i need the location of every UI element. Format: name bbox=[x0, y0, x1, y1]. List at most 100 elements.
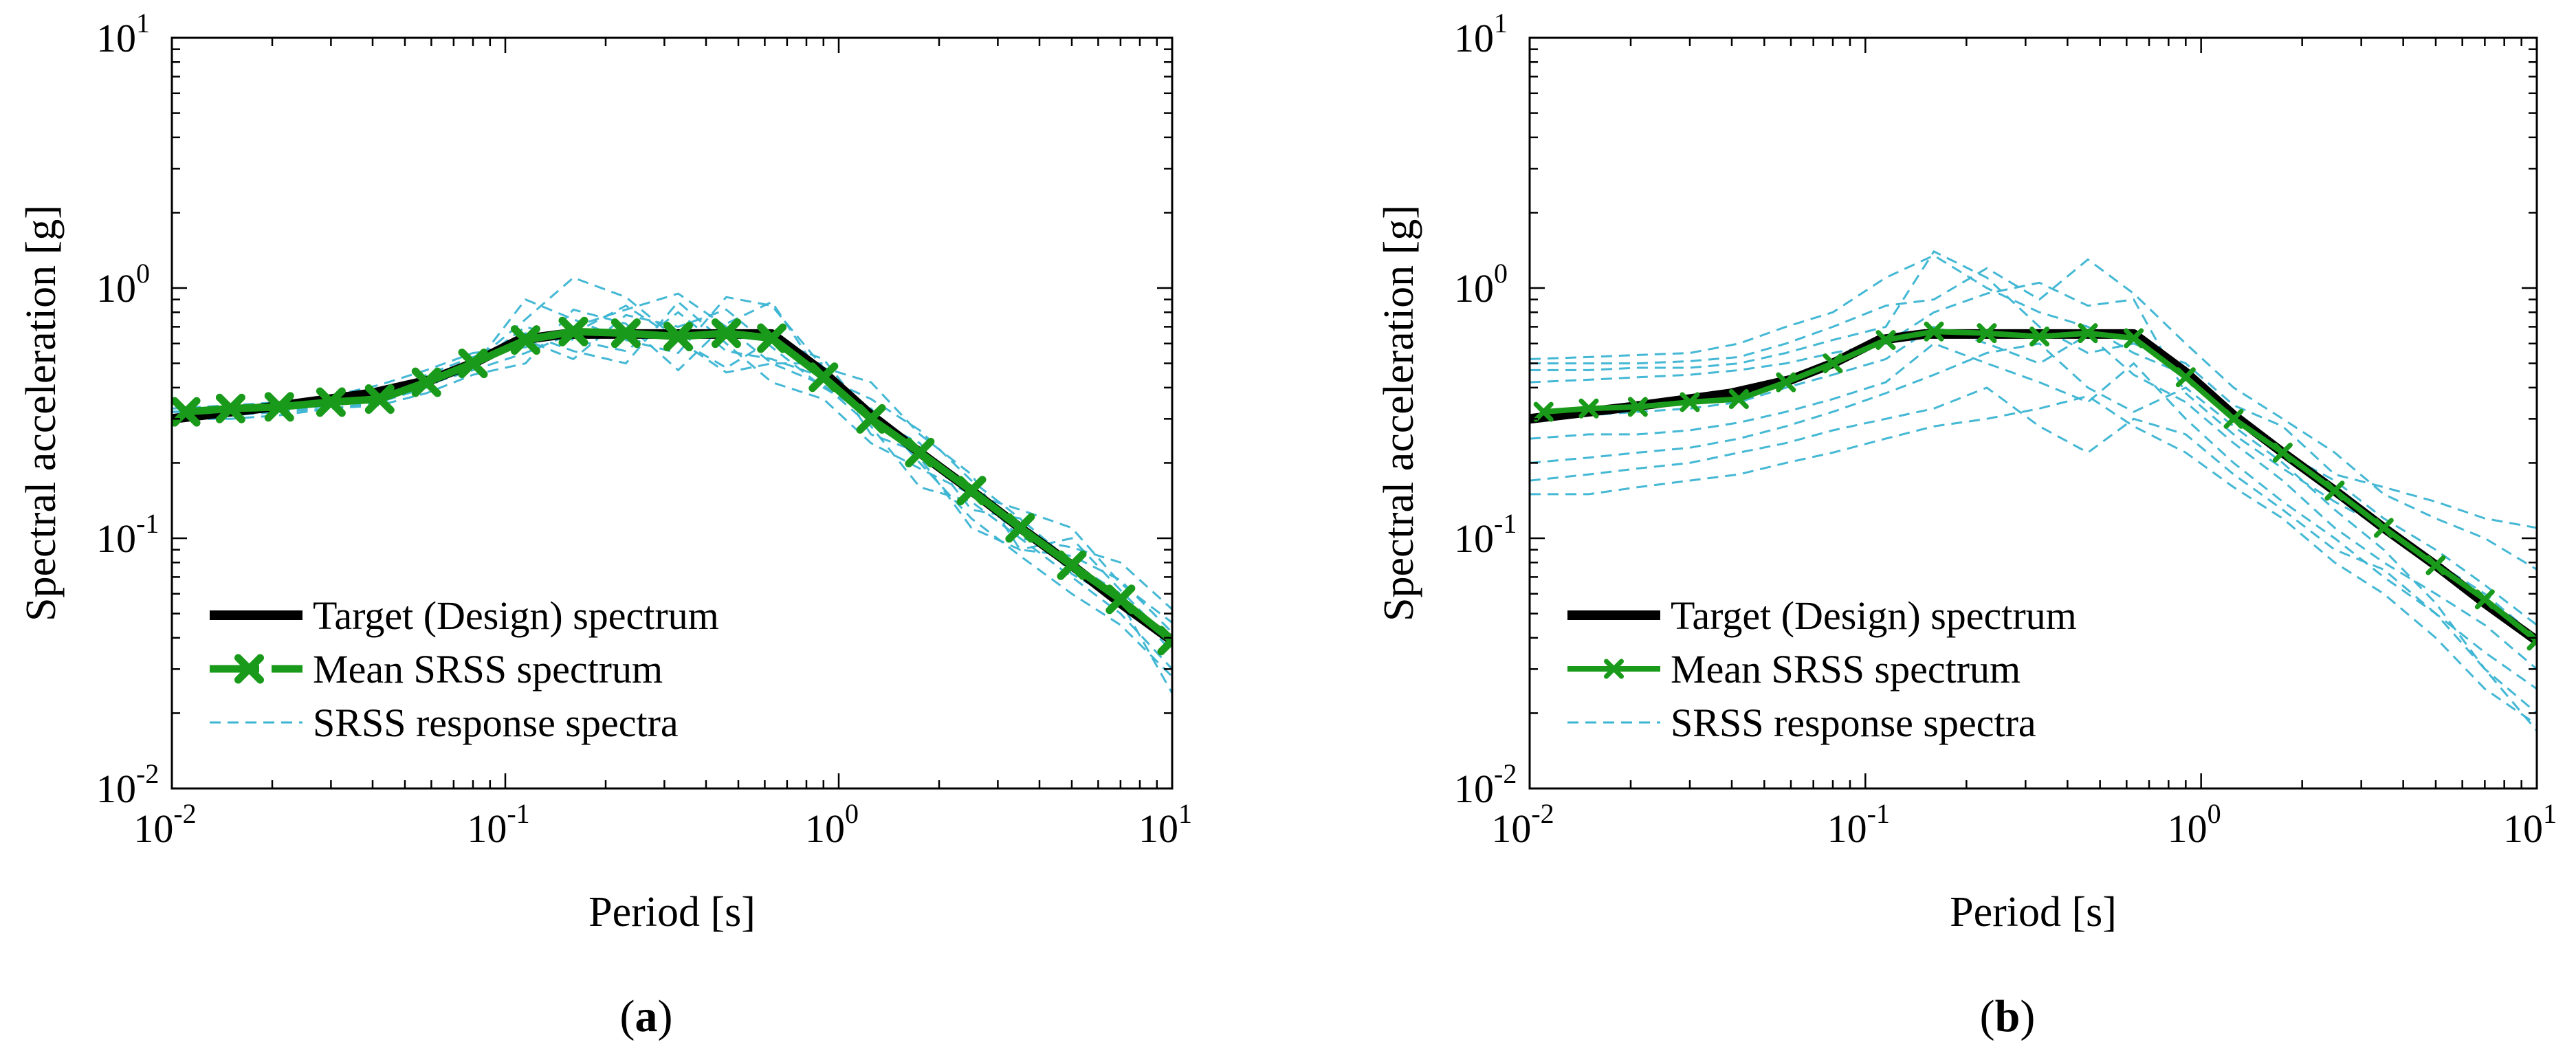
legend-target-label: Target (Design) spectrum bbox=[313, 593, 719, 638]
y-tick-exponent: -1 bbox=[1494, 508, 1517, 539]
mean-spectrum-marker bbox=[1977, 323, 1997, 344]
legend-records-label: SRSS response spectra bbox=[313, 700, 679, 745]
x-tick-exponent: -2 bbox=[173, 798, 196, 829]
mean-spectrum-marker bbox=[2078, 323, 2098, 344]
mean-spectrum-marker bbox=[610, 318, 641, 349]
x-tick-exponent: -2 bbox=[1531, 798, 1554, 829]
mean-spectrum-marker bbox=[1057, 550, 1087, 580]
mean-spectrum-marker bbox=[316, 387, 346, 417]
x-tick-exponent: 1 bbox=[1178, 798, 1192, 829]
mean-spectrum-marker bbox=[2527, 630, 2537, 651]
x-tick-label: 100 bbox=[2168, 798, 2221, 851]
legend: Target (Design) spectrum Mean SRSS spectr… bbox=[210, 593, 719, 745]
x-tick-label: 10-1 bbox=[1827, 798, 1890, 851]
srss-record-line bbox=[1530, 254, 2537, 626]
x-tick-exponent: 0 bbox=[845, 798, 859, 829]
srss-record-line bbox=[1530, 250, 2537, 529]
y-tick-exponent: -2 bbox=[1494, 758, 1517, 789]
x-tick-label: 10-2 bbox=[1491, 798, 1554, 851]
mean-spectrum-marker bbox=[757, 323, 787, 353]
mean-spectrum-marker bbox=[1157, 626, 1172, 656]
y-tick-label: 100 bbox=[1454, 258, 1508, 311]
y-tick-exponent: 1 bbox=[1494, 8, 1508, 38]
mean-spectrum-marker bbox=[2223, 408, 2244, 429]
x-axis-label: Period [s] bbox=[1950, 889, 2117, 936]
x-tick-label: 101 bbox=[2503, 798, 2557, 851]
y-tick-label: 101 bbox=[96, 8, 150, 60]
mean-spectrum-marker bbox=[1776, 372, 1796, 393]
x-tick-exponent: -1 bbox=[1867, 798, 1890, 829]
legend-mean-marker bbox=[234, 654, 264, 684]
srss-record-line bbox=[172, 296, 1172, 634]
x-tick-label: 100 bbox=[805, 798, 859, 851]
y-tick-exponent: -1 bbox=[136, 508, 159, 539]
y-tick-label: 101 bbox=[1454, 8, 1508, 60]
mean-spectrum-marker bbox=[2272, 442, 2293, 463]
y-tick-exponent: 0 bbox=[136, 258, 150, 289]
mean-spectrum-marker bbox=[264, 392, 294, 422]
caption-letter: a bbox=[635, 991, 658, 1041]
legend-mean-label: Mean SRSS spectrum bbox=[313, 647, 663, 692]
caption-close-paren: ) bbox=[658, 991, 673, 1041]
y-axis-label: Spectral acceleration [g] bbox=[1376, 205, 1422, 621]
panel-caption: (a) bbox=[620, 991, 673, 1041]
mean-spectrum-marker bbox=[364, 384, 395, 415]
x-tick-exponent: 1 bbox=[2543, 798, 2557, 829]
x-axis-label: Period [s] bbox=[588, 889, 756, 936]
mean-spectrum-marker bbox=[1823, 353, 1843, 374]
mean-spectrum-marker bbox=[1533, 401, 1554, 422]
mean-spectrum-marker bbox=[1924, 321, 1944, 342]
mean-spectrum-marker bbox=[1105, 584, 1136, 615]
mean-spectrum-marker bbox=[856, 404, 886, 434]
y-tick-exponent: 1 bbox=[136, 8, 150, 38]
y-axis-label: Spectral acceleration [g] bbox=[18, 205, 65, 621]
mean-spectrum-marker bbox=[558, 316, 588, 346]
mean-spectrum-marker bbox=[2029, 327, 2050, 347]
srss-record-line bbox=[1530, 258, 2537, 571]
y-tick-label: 10-1 bbox=[96, 508, 159, 561]
srss-record-line bbox=[1530, 342, 2537, 714]
mean-spectrum-marker bbox=[1680, 392, 1700, 412]
mean-spectrum-marker bbox=[956, 476, 987, 506]
x-tick-label: 10-2 bbox=[133, 798, 196, 851]
plot-background bbox=[1530, 38, 2537, 788]
mean-spectrum-marker bbox=[1578, 398, 1599, 419]
axes-box bbox=[170, 36, 1174, 790]
legend: Target (Design) spectrum Mean SRSS spectr… bbox=[1567, 593, 2077, 745]
mean-spectrum-marker bbox=[2324, 481, 2345, 501]
legend-records-label: SRSS response spectra bbox=[1671, 700, 2036, 745]
mean-spectrum-marker bbox=[905, 437, 935, 467]
mean-spectrum-marker bbox=[2474, 589, 2495, 610]
caption-close-paren: ) bbox=[2020, 991, 2035, 1041]
mean-spectrum-marker bbox=[215, 393, 245, 423]
y-tick-label: 10-1 bbox=[1454, 508, 1517, 561]
mean-spectrum-marker bbox=[411, 367, 441, 397]
mean-spectrum-marker bbox=[663, 322, 693, 352]
mean-spectrum-marker bbox=[1875, 330, 1896, 351]
plot-area bbox=[172, 276, 1172, 694]
srss-record-line bbox=[172, 308, 1172, 645]
mean-spectrum-marker bbox=[2175, 367, 2196, 388]
mean-spectrum-marker bbox=[1728, 389, 1749, 410]
srss-record-line bbox=[172, 311, 1172, 694]
caption-letter: b bbox=[1995, 991, 2021, 1041]
mean-spectrum-marker bbox=[1627, 397, 1648, 417]
x-tick-label: 10-1 bbox=[467, 798, 529, 851]
mean-spectrum-marker bbox=[2373, 518, 2394, 538]
legend-target-label: Target (Design) spectrum bbox=[1671, 593, 2077, 638]
mean-spectrum-marker bbox=[1005, 513, 1035, 543]
mean-spectrum-marker bbox=[510, 325, 540, 355]
legend-mean-marker bbox=[1604, 659, 1624, 679]
y-tick-exponent: 0 bbox=[1494, 258, 1508, 289]
panel-caption: (b) bbox=[1980, 991, 2036, 1041]
srss-record-line bbox=[1530, 395, 2537, 726]
y-tick-label: 100 bbox=[96, 258, 150, 311]
y-tick-exponent: -2 bbox=[136, 758, 159, 789]
x-tick-exponent: 0 bbox=[2208, 798, 2221, 829]
mean-spectrum-marker bbox=[808, 362, 839, 393]
legend-mean-label: Mean SRSS spectrum bbox=[1671, 647, 2021, 692]
mean-spectrum-marker bbox=[2425, 555, 2446, 575]
